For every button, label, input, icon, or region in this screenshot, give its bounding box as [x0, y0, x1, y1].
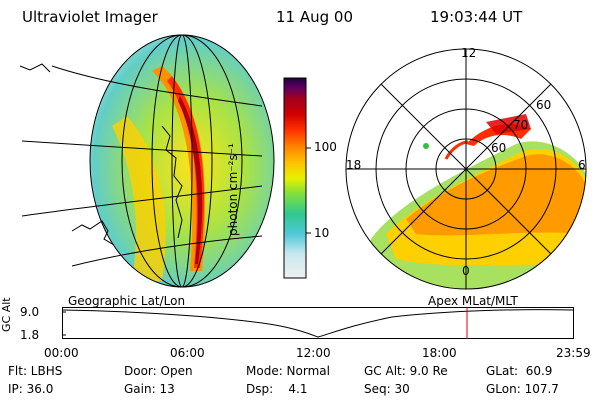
info-ip: IP: 36.0	[8, 382, 54, 396]
mlt-label-6: 6	[578, 158, 586, 172]
timeline-xtick-0600: 06:00	[170, 346, 205, 360]
info-mode: Mode: Normal	[246, 364, 330, 378]
instrument-title: Ultraviolet Imager	[22, 8, 158, 26]
mlt-label-0: 0	[462, 264, 470, 278]
info-dsp: Dsp: 4.1	[246, 382, 308, 396]
timeline-plot	[62, 307, 574, 339]
mlat-label-60-outer: 60	[536, 98, 552, 112]
timeline-xtick-1800: 18:00	[422, 346, 457, 360]
mlt-label-12: 12	[461, 46, 477, 60]
timeline-xtick-0000: 00:00	[44, 346, 79, 360]
mlt-label-18: 18	[346, 158, 362, 172]
mlat-label-60-inner: 60	[491, 141, 507, 155]
info-seq: Seq: 30	[364, 382, 410, 396]
timeline-xtick-1200: 12:00	[296, 346, 331, 360]
timeline-xtick-2359: 23:59	[556, 346, 591, 360]
info-gain: Gain: 13	[124, 382, 175, 396]
date-label: 11 Aug 00	[276, 8, 353, 26]
polar-map	[345, 48, 587, 290]
info-filter: Flt: LBHS	[8, 364, 63, 378]
colorbar-unit-label: photon cm⁻²s⁻¹	[226, 143, 240, 236]
apex-caption: Apex MLat/MLT	[428, 294, 518, 308]
info-glon: GLon: 107.7	[486, 382, 559, 396]
colorbar-tick-100: 100	[314, 140, 337, 154]
info-door: Door: Open	[124, 364, 193, 378]
mlat-label-70: 70	[513, 118, 529, 132]
colorbar	[283, 77, 311, 279]
info-glat: GLat: 60.9	[486, 364, 553, 378]
timeline-y-label: GC Alt	[0, 297, 13, 332]
geographic-caption: Geographic Lat/Lon	[68, 294, 186, 308]
timeline-ytick-1.8: 1.8	[20, 328, 40, 342]
geographic-image	[19, 34, 275, 288]
info-gc-alt: GC Alt: 9.0 Re	[364, 364, 448, 378]
colorbar-tick-10: 10	[314, 226, 330, 240]
time-label: 19:03:44 UT	[430, 8, 523, 26]
timeline-ytick-9: 9.0	[20, 305, 40, 319]
